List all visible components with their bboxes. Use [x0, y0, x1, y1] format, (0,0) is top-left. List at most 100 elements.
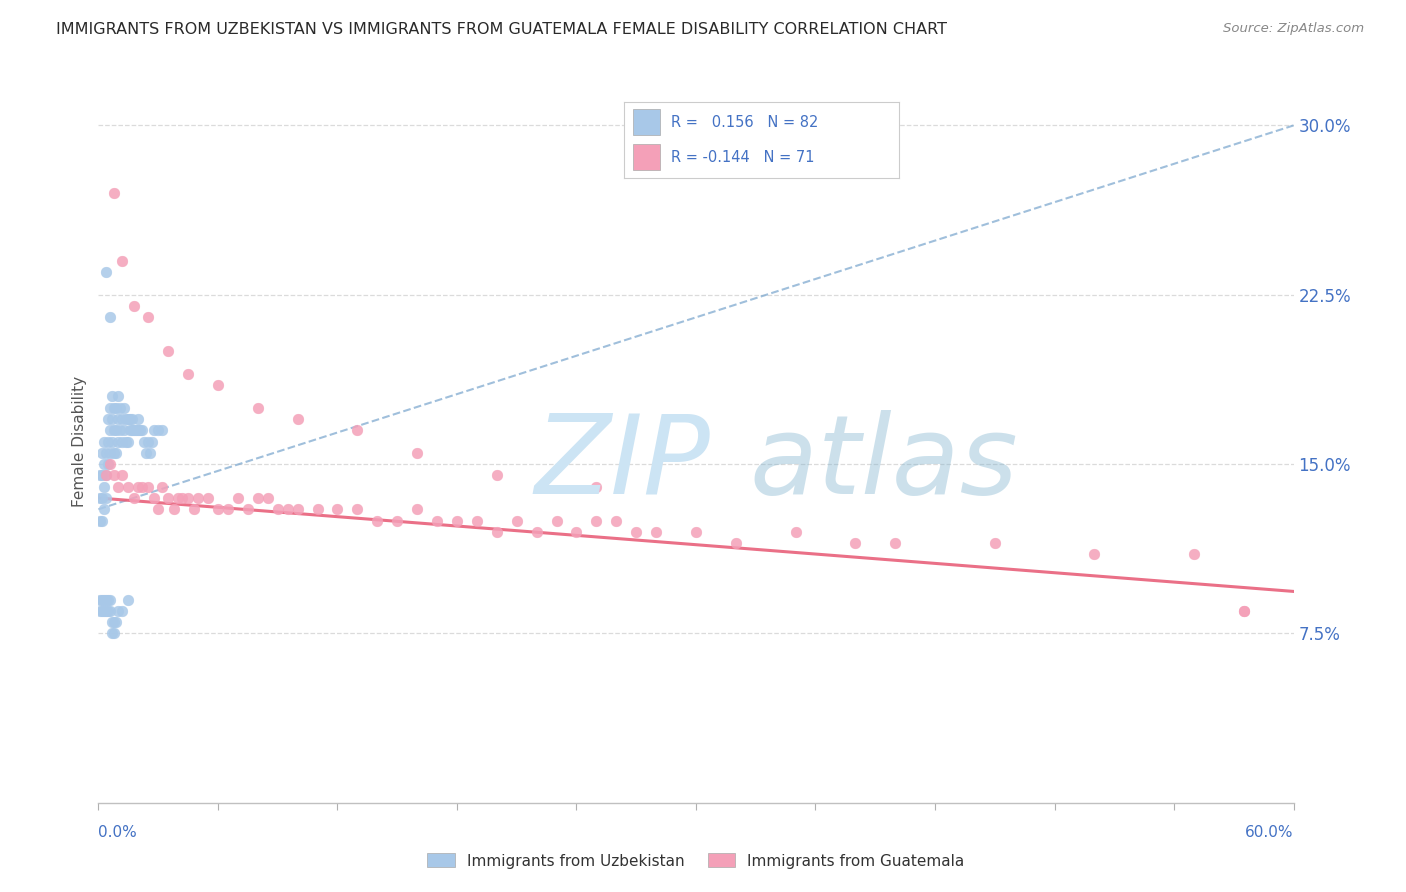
Bar: [633, 109, 659, 135]
Point: [1083, 548, 1105, 562]
Point: [884, 536, 907, 550]
Point: [326, 502, 349, 516]
Point: [167, 491, 190, 505]
Point: [172, 491, 194, 505]
Legend: Immigrants from Uzbekistan, Immigrants from Guatemala: Immigrants from Uzbekistan, Immigrants f…: [422, 847, 970, 875]
Point: [844, 536, 866, 550]
Point: [124, 299, 146, 313]
Point: [89, 592, 111, 607]
Point: [565, 524, 588, 539]
Point: [93, 434, 115, 449]
Point: [97, 604, 120, 618]
Point: [287, 502, 309, 516]
Point: [246, 491, 269, 505]
Point: [101, 626, 124, 640]
Point: [120, 412, 142, 426]
Point: [93, 592, 115, 607]
Point: [236, 502, 259, 516]
Point: [93, 457, 115, 471]
Point: [406, 446, 429, 460]
Point: [465, 514, 488, 528]
Point: [103, 615, 125, 630]
Point: [117, 480, 139, 494]
Point: [121, 423, 143, 437]
Point: [136, 434, 159, 449]
Point: [1233, 604, 1256, 618]
Point: [485, 468, 508, 483]
Point: [141, 434, 163, 449]
Point: [107, 604, 129, 618]
Point: [105, 446, 128, 460]
Point: [96, 592, 118, 607]
Point: [98, 401, 122, 415]
Text: Source: ZipAtlas.com: Source: ZipAtlas.com: [1223, 22, 1364, 36]
Point: [97, 457, 120, 471]
Point: [485, 524, 508, 539]
Point: [226, 491, 249, 505]
Point: [91, 514, 114, 528]
Point: [157, 491, 180, 505]
Point: [287, 412, 309, 426]
Point: [93, 604, 115, 618]
Point: [277, 502, 299, 516]
Point: [131, 423, 153, 437]
Point: [585, 480, 607, 494]
Text: 0.0%: 0.0%: [98, 825, 138, 840]
Point: [103, 626, 125, 640]
Point: [103, 468, 125, 483]
Point: [127, 423, 149, 437]
Point: [98, 423, 122, 437]
Point: [1182, 548, 1205, 562]
Point: [93, 480, 115, 494]
Point: [96, 491, 118, 505]
Point: [197, 491, 219, 505]
Point: [984, 536, 1007, 550]
Point: [97, 412, 120, 426]
Text: atlas: atlas: [749, 409, 1018, 516]
Point: [98, 446, 122, 460]
Point: [207, 378, 229, 392]
Text: R =   0.156   N = 82: R = 0.156 N = 82: [671, 115, 818, 130]
Point: [125, 423, 148, 437]
Point: [110, 401, 132, 415]
Point: [110, 423, 132, 437]
Point: [124, 491, 146, 505]
Point: [267, 502, 290, 516]
Point: [143, 491, 166, 505]
Point: [124, 423, 146, 437]
Point: [246, 401, 269, 415]
Point: [585, 514, 607, 528]
Point: [103, 446, 125, 460]
Point: [107, 412, 129, 426]
Point: [546, 514, 568, 528]
Point: [98, 457, 122, 471]
Point: [115, 434, 138, 449]
Point: [117, 412, 139, 426]
Point: [98, 604, 122, 618]
Text: R = -0.144   N = 71: R = -0.144 N = 71: [671, 150, 814, 165]
Point: [96, 604, 118, 618]
Point: [426, 514, 449, 528]
Point: [115, 412, 138, 426]
Point: [91, 446, 114, 460]
Point: [89, 514, 111, 528]
Text: 60.0%: 60.0%: [1246, 825, 1294, 840]
Point: [89, 604, 111, 618]
Point: [111, 253, 134, 268]
Y-axis label: Female Disability: Female Disability: [72, 376, 87, 508]
Point: [385, 514, 409, 528]
Point: [724, 536, 747, 550]
Point: [785, 524, 807, 539]
Point: [148, 423, 170, 437]
Bar: [633, 145, 659, 170]
Point: [131, 480, 153, 494]
Point: [134, 434, 156, 449]
Point: [111, 434, 134, 449]
Point: [103, 401, 125, 415]
Point: [526, 524, 548, 539]
Point: [111, 604, 134, 618]
Point: [121, 412, 143, 426]
Point: [139, 446, 162, 460]
Point: [96, 468, 118, 483]
Point: [91, 468, 114, 483]
